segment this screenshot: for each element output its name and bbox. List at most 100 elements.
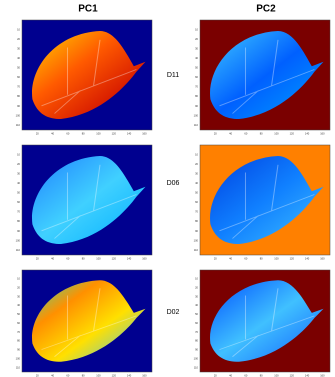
y-tick-label: 110 — [16, 365, 21, 369]
x-tick-label: 40 — [51, 132, 54, 136]
y-tick-label: 60 — [17, 75, 20, 79]
x-tick-label: 160 — [142, 257, 147, 261]
y-tick-label: 60 — [17, 200, 20, 204]
y-tick-label: 10 — [195, 152, 198, 156]
x-tick-label: 140 — [127, 132, 132, 136]
y-tick-label: 100 — [16, 238, 21, 242]
y-tick-label: 20 — [17, 162, 20, 166]
y-tick-label: 20 — [17, 37, 20, 41]
y-tick-label: 50 — [17, 312, 20, 316]
x-tick-label: 60 — [66, 132, 69, 136]
x-tick-label: 20 — [36, 257, 39, 261]
y-tick-label: 100 — [194, 356, 199, 360]
y-tick-label: 110 — [194, 365, 199, 369]
y-tick-label: 60 — [195, 200, 198, 204]
figure: PC1 PC2 D11 20 40 60 80 100 120 140 160 10 20 30 40 5… — [0, 0, 335, 377]
row-label: D06 — [167, 180, 180, 187]
x-tick-label: 160 — [320, 257, 325, 261]
y-tick-label: 50 — [195, 191, 198, 195]
x-tick-label: 120 — [290, 132, 295, 136]
y-tick-label: 80 — [195, 94, 198, 98]
y-tick-label: 20 — [195, 37, 198, 41]
y-tick-label: 80 — [195, 219, 198, 223]
x-tick-label: 80 — [260, 257, 263, 261]
x-tick-label: 40 — [51, 257, 54, 261]
y-tick-label: 80 — [17, 94, 20, 98]
x-tick-label: 60 — [66, 257, 69, 261]
x-tick-label: 120 — [290, 257, 295, 261]
x-tick-label: 100 — [96, 132, 101, 136]
y-tick-label: 30 — [17, 171, 20, 175]
y-tick-label: 60 — [195, 75, 198, 79]
x-tick-label: 80 — [82, 132, 85, 136]
y-tick-label: 20 — [195, 285, 198, 289]
x-tick-label: 140 — [127, 257, 132, 261]
y-tick-label: 30 — [17, 46, 20, 50]
y-tick-label: 40 — [195, 181, 198, 185]
y-tick-label: 50 — [17, 191, 20, 195]
y-tick-label: 10 — [195, 277, 198, 281]
column-title: PC2 — [256, 4, 276, 15]
x-tick-label: 60 — [244, 257, 247, 261]
y-tick-label: 70 — [195, 210, 198, 214]
x-tick-label: 120 — [112, 132, 117, 136]
x-tick-label: 140 — [305, 132, 310, 136]
y-tick-label: 80 — [17, 219, 20, 223]
heatmap-panel: 2040608010012014016010203040506070809010… — [194, 270, 330, 377]
y-tick-label: 110 — [194, 123, 199, 127]
x-tick-label: 40 — [229, 257, 232, 261]
y-tick-label: 90 — [195, 229, 198, 233]
column-title: PC1 — [78, 4, 98, 15]
y-tick-label: 70 — [195, 85, 198, 89]
y-tick-label: 60 — [195, 321, 198, 325]
y-tick-label: 110 — [16, 248, 21, 252]
y-tick-label: 90 — [195, 348, 198, 352]
y-tick-label: 30 — [195, 46, 198, 50]
y-tick-label: 80 — [195, 339, 198, 343]
x-tick-label: 140 — [305, 257, 310, 261]
y-tick-label: 50 — [17, 66, 20, 70]
row-label: D02 — [167, 309, 180, 316]
y-tick-label: 10 — [195, 27, 198, 31]
heatmap-panel: 2040608010012014016010203040506070809010… — [16, 145, 152, 261]
y-tick-label: 10 — [17, 277, 20, 281]
y-tick-label: 30 — [195, 294, 198, 298]
y-tick-label: 10 — [17, 27, 20, 31]
y-tick-label: 110 — [16, 123, 21, 127]
x-tick-label: 40 — [229, 132, 232, 136]
x-tick-label: 20 — [214, 257, 217, 261]
x-tick-label: 80 — [82, 257, 85, 261]
y-tick-label: 20 — [195, 162, 198, 166]
y-tick-label: 30 — [17, 294, 20, 298]
x-tick-label: 20 — [36, 132, 39, 136]
y-tick-label: 20 — [17, 285, 20, 289]
y-tick-label: 70 — [195, 330, 198, 334]
y-tick-label: 70 — [17, 210, 20, 214]
y-tick-label: 30 — [195, 171, 198, 175]
y-tick-label: 40 — [195, 303, 198, 307]
row-label: D11 — [167, 72, 179, 79]
x-tick-label: 20 — [214, 132, 217, 136]
y-tick-label: 40 — [17, 181, 20, 185]
y-tick-label: 100 — [194, 113, 199, 117]
y-tick-label: 100 — [16, 356, 21, 360]
y-tick-label: 40 — [195, 56, 198, 60]
y-tick-label: 90 — [195, 104, 198, 108]
y-tick-label: 50 — [195, 66, 198, 70]
x-tick-label: 60 — [244, 132, 247, 136]
y-tick-label: 60 — [17, 321, 20, 325]
y-tick-label: 100 — [16, 113, 21, 117]
y-tick-label: 40 — [17, 303, 20, 307]
y-tick-label: 80 — [17, 339, 20, 343]
y-tick-label: 90 — [17, 104, 20, 108]
y-tick-label: 70 — [17, 330, 20, 334]
y-tick-label: 50 — [195, 312, 198, 316]
y-tick-label: 110 — [194, 248, 199, 252]
x-tick-label: 100 — [274, 132, 279, 136]
x-tick-label: 100 — [96, 257, 101, 261]
x-tick-label: 160 — [142, 132, 147, 136]
